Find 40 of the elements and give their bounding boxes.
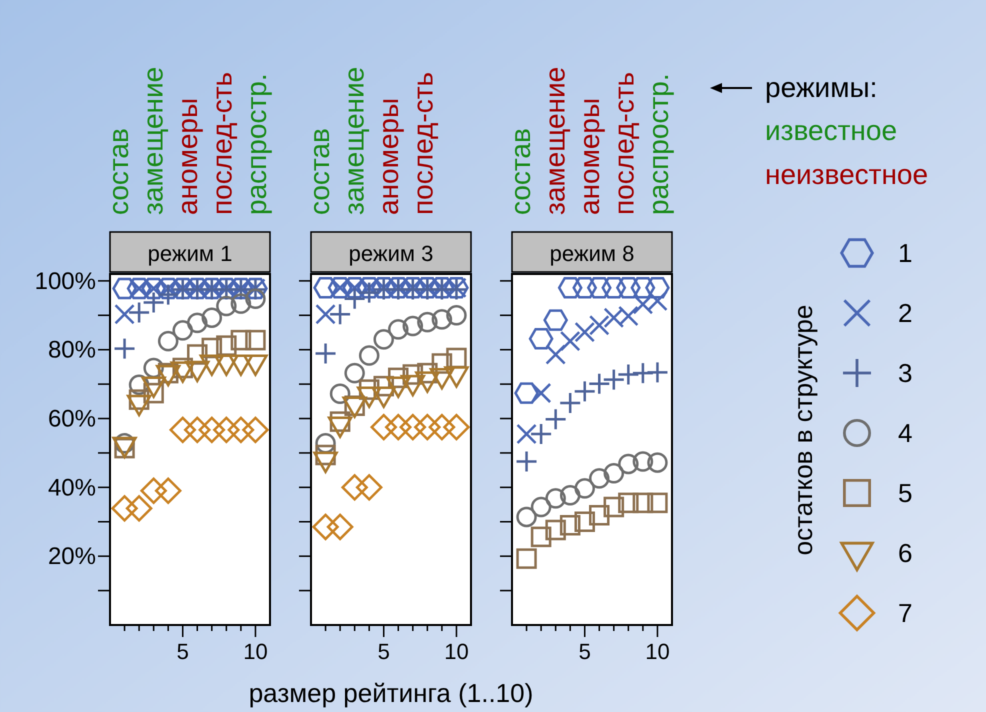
legend-label: 3	[898, 358, 912, 388]
chart-title: режим 8	[550, 241, 634, 266]
legend-label: 6	[898, 538, 912, 568]
legend-label: 1	[898, 238, 912, 268]
y-tick-label: 60%	[48, 406, 96, 433]
text: замещение	[540, 66, 570, 215]
y-tick-label: 40%	[48, 474, 96, 502]
text: аномеры	[172, 98, 203, 215]
chart-title: режим 1	[148, 241, 232, 266]
text: замещение	[338, 66, 370, 215]
text: состав	[505, 128, 536, 215]
legend-label: 4	[898, 418, 912, 448]
x-tick-label: 5	[176, 639, 189, 664]
legend-label: 7	[898, 598, 912, 628]
x-axis-title: размер рейтинга (1..10)	[248, 678, 534, 708]
text: послед-сть	[206, 72, 238, 215]
y-tick-label: 80%	[48, 336, 96, 364]
text: аномеры	[373, 98, 404, 215]
legend-label: 2	[898, 298, 912, 328]
y-tick-label: 20%	[48, 543, 96, 570]
text: распростр.	[241, 73, 272, 215]
text: послед-сть	[408, 72, 438, 215]
text: режимы:	[765, 72, 878, 103]
text: послед-сть	[608, 72, 640, 215]
text: замещение	[138, 66, 168, 215]
text: распростр.	[643, 73, 674, 215]
text: состав	[304, 128, 335, 215]
legend-title: остатков в структуре	[788, 304, 818, 556]
x-tick-label: 5	[578, 639, 591, 664]
x-tick-label: 10	[444, 639, 469, 664]
chart-title: режим 3	[348, 241, 434, 266]
text: известное	[765, 115, 898, 146]
y-tick-label: 100%	[34, 268, 96, 295]
text: аномеры	[574, 98, 605, 215]
x-tick-label: 10	[645, 639, 670, 664]
text: неизвестное	[765, 159, 928, 190]
legend-label: 5	[898, 478, 912, 508]
text: состав	[103, 128, 134, 215]
x-tick-label: 10	[243, 639, 268, 664]
x-tick-label: 5	[378, 639, 390, 664]
